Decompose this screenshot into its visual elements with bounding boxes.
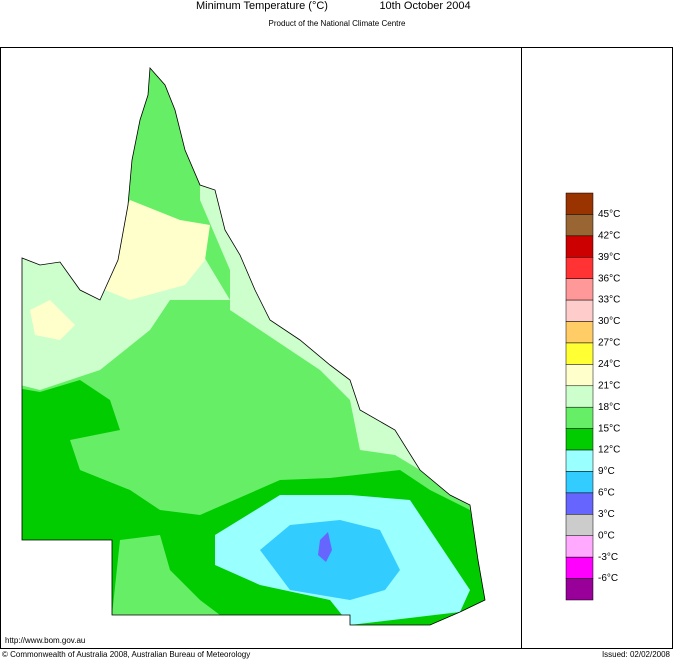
legend-label: 3°C bbox=[598, 509, 615, 520]
legend-label: 33°C bbox=[598, 295, 620, 306]
legend-swatch bbox=[565, 235, 594, 258]
frame bbox=[0, 47, 673, 649]
legend-label: 24°C bbox=[598, 359, 620, 370]
subtitle: Product of the National Climate Centre bbox=[269, 19, 407, 28]
legend-label: 9°C bbox=[598, 466, 615, 477]
legend-label: 45°C bbox=[598, 209, 620, 220]
legend-label: 6°C bbox=[598, 488, 615, 499]
legend-swatch bbox=[565, 385, 594, 408]
legend-label: 27°C bbox=[598, 338, 620, 349]
legend-swatch bbox=[565, 578, 594, 601]
copyright: © Commonwealth of Australia 2008, Austra… bbox=[2, 650, 250, 659]
source-url: http://www.bom.gov.au bbox=[5, 636, 85, 645]
legend-label: 30°C bbox=[598, 316, 620, 327]
legend-swatch bbox=[565, 214, 594, 237]
legend-label: 0°C bbox=[598, 530, 615, 541]
legend-label: 12°C bbox=[598, 445, 620, 456]
legend-label: 15°C bbox=[598, 423, 620, 434]
legend-swatch bbox=[565, 257, 594, 279]
legend-swatch bbox=[565, 492, 594, 515]
legend-label: 39°C bbox=[598, 252, 620, 263]
date: 10th October 2004 bbox=[379, 0, 470, 12]
state-outline bbox=[21, 67, 486, 626]
legend-label: -6°C bbox=[598, 573, 618, 584]
legend-swatch bbox=[565, 406, 594, 429]
legend-label: 42°C bbox=[598, 230, 620, 241]
legend-swatch bbox=[565, 299, 594, 322]
legend-swatch bbox=[565, 192, 594, 215]
legend-swatch bbox=[565, 428, 594, 451]
legend-swatch bbox=[565, 535, 594, 558]
legend-label: 18°C bbox=[598, 402, 620, 413]
legend-swatch bbox=[565, 321, 594, 344]
legend-label: -3°C bbox=[598, 552, 618, 563]
legend-swatch bbox=[565, 364, 594, 387]
legend-swatch bbox=[565, 278, 594, 301]
legend-label: 21°C bbox=[598, 380, 620, 391]
title: Minimum Temperature (°C) bbox=[196, 0, 328, 12]
legend-label: 36°C bbox=[598, 273, 620, 284]
legend-swatch bbox=[565, 556, 594, 579]
legend-swatch bbox=[565, 342, 594, 365]
legend: 45°C 42°C 39°C 36°C 33°C 30°C 27°C 24°C 21°C 18°C… bbox=[565, 192, 620, 601]
issued-date: Issued: 02/02/2008 bbox=[602, 650, 671, 659]
temperature-map bbox=[22, 68, 485, 625]
legend-swatch bbox=[565, 471, 594, 494]
legend-swatch bbox=[565, 514, 594, 536]
legend-swatch bbox=[565, 449, 594, 472]
